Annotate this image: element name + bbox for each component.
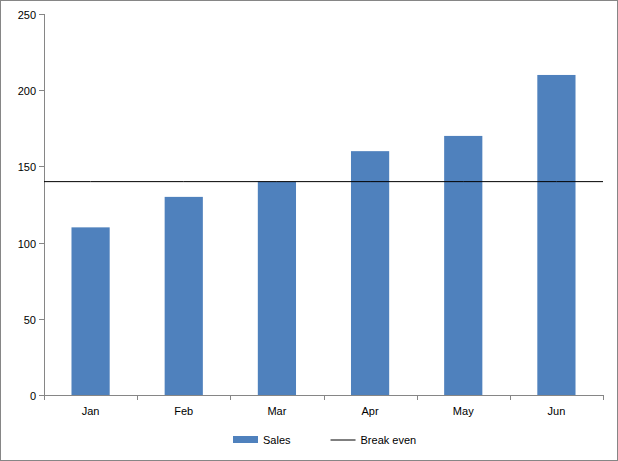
x-tick-label: Mar — [267, 405, 286, 417]
line-extension — [556, 181, 603, 182]
y-tick — [39, 90, 44, 91]
legend-label: Sales — [263, 434, 291, 446]
x-tick-label: May — [453, 405, 474, 417]
y-tick-label: 50 — [24, 314, 36, 326]
x-tick-label: Feb — [174, 405, 193, 417]
chart-svg: 0 50 100 150 200 250 Jan Feb Mar Apr May Jun Sales Br… — [0, 0, 618, 461]
y-tick-label: 150 — [18, 161, 36, 173]
x-tick-label: Jun — [548, 405, 566, 417]
y-axis-line — [44, 14, 45, 395]
x-tick — [417, 395, 418, 400]
y-tick-label: 100 — [18, 238, 36, 250]
y-tick — [39, 319, 44, 320]
bar — [537, 75, 575, 395]
x-tick-label: Apr — [362, 405, 379, 417]
x-axis-line — [44, 395, 603, 396]
y-tick — [39, 243, 44, 244]
y-tick-label: 0 — [30, 390, 36, 402]
x-tick — [603, 395, 604, 400]
y-tick-label: 250 — [18, 9, 36, 21]
y-tick — [39, 14, 44, 15]
x-tick-label: Jan — [82, 405, 100, 417]
x-tick — [324, 395, 325, 400]
bar — [351, 151, 389, 395]
bar — [444, 136, 482, 395]
y-tick-label: 200 — [18, 85, 36, 97]
bar — [71, 227, 109, 395]
y-tick — [39, 166, 44, 167]
line-series — [91, 181, 557, 182]
legend-swatch — [331, 440, 356, 441]
x-tick — [230, 395, 231, 400]
x-tick — [137, 395, 138, 400]
line-extension — [44, 181, 91, 182]
legend: Sales Break even — [233, 434, 416, 446]
bar — [258, 182, 296, 395]
x-tick — [510, 395, 511, 400]
legend-label: Break even — [361, 434, 417, 446]
legend-swatch — [233, 436, 258, 443]
x-tick — [44, 395, 45, 400]
plot-area — [44, 75, 603, 395]
bar — [165, 197, 203, 395]
chart-container: 0 50 100 150 200 250 Jan Feb Mar Apr May Jun Sales Br… — [0, 0, 618, 461]
y-tick — [39, 395, 44, 396]
chart-border — [1, 1, 618, 461]
